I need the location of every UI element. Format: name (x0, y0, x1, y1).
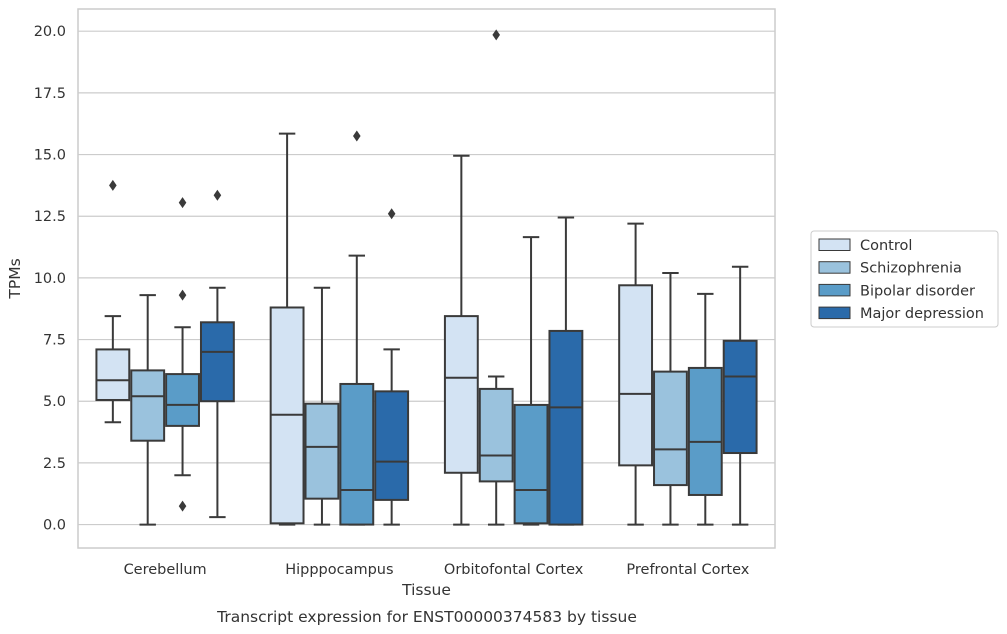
box-iqr (374, 390, 410, 501)
outlier-point (178, 500, 187, 512)
outlier-point (178, 197, 187, 209)
x-tick-label: Orbitofontal Cortex (444, 562, 584, 578)
box-iqr (722, 339, 758, 455)
box-schizophrenia (653, 271, 688, 526)
box-schizophrenia (478, 29, 514, 526)
outlier-point (178, 289, 187, 301)
legend-label: Major depression (860, 306, 984, 322)
y-tick-label: 5.0 (43, 394, 66, 410)
box-iqr (304, 402, 340, 500)
x-axis-ticks: Cerebellum Hipppocampus Orbitofontal Corte… (124, 562, 750, 578)
box-bipolar-disorder (513, 236, 549, 526)
outlier-point (387, 208, 396, 220)
box-major-depression (548, 216, 584, 526)
box-plots (95, 29, 758, 526)
outlier-point (213, 189, 222, 201)
legend-swatch (818, 283, 851, 297)
y-tick-label: 15.0 (34, 148, 66, 164)
x-tick-label: Hipppocampus (285, 562, 393, 578)
box-control (95, 179, 131, 424)
legend-label: Schizophrenia (860, 261, 962, 277)
y-axis-ticks: 0.0 2.5 5.0 7.5 10.0 12.5 15.0 17.5 20.0 (34, 24, 66, 533)
box-iqr (478, 387, 514, 483)
legend-label: Control (860, 238, 912, 254)
box-iqr (548, 329, 584, 526)
box-schizophrenia (304, 286, 340, 526)
box-major-depression (722, 265, 758, 526)
box-schizophrenia (130, 294, 166, 526)
box-iqr (443, 315, 479, 474)
outlier-point (492, 29, 500, 41)
outlier-point (109, 179, 117, 191)
y-axis-title: TPMs (6, 258, 24, 299)
box-iqr (653, 370, 688, 487)
box-bipolar-disorder (165, 197, 200, 512)
box-bipolar-disorder (687, 292, 723, 526)
y-tick-label: 12.5 (34, 209, 66, 225)
box-iqr (130, 369, 166, 442)
box-iqr (339, 382, 375, 526)
box-iqr (687, 366, 723, 496)
x-tick-label: Prefrontal Cortex (626, 562, 749, 578)
outlier-point (353, 130, 361, 142)
legend-swatch (818, 261, 851, 274)
legend-label: Bipolar disorder (860, 283, 975, 299)
box-iqr (199, 321, 235, 403)
legend-swatch (818, 238, 851, 251)
box-major-depression (199, 189, 235, 519)
plot-frame (77, 8, 776, 549)
y-tick-label: 0.0 (43, 518, 66, 534)
box-control (443, 154, 479, 526)
legend: Control Schizophrenia Bipolar disorder Majo… (810, 230, 999, 328)
y-tick-label: 17.5 (34, 86, 66, 102)
box-bipolar-disorder (339, 130, 375, 526)
box-control (618, 222, 654, 526)
box-iqr (618, 284, 654, 467)
box-iqr (165, 373, 200, 427)
y-tick-label: 2.5 (43, 456, 66, 472)
box-iqr (95, 348, 131, 401)
y-tick-label: 10.0 (34, 271, 66, 287)
box-iqr (513, 403, 549, 525)
y-tick-label: 20.0 (34, 24, 66, 40)
y-tick-label: 7.5 (43, 333, 66, 349)
x-tick-label: Cerebellum (124, 562, 207, 578)
legend-frame (810, 230, 999, 328)
legend-swatch (818, 306, 851, 320)
box-major-depression (374, 208, 410, 526)
chart-caption: Transcript expression for ENST0000037458… (216, 608, 637, 626)
box-control (269, 132, 305, 526)
x-axis-title: Tissue (401, 581, 451, 599)
